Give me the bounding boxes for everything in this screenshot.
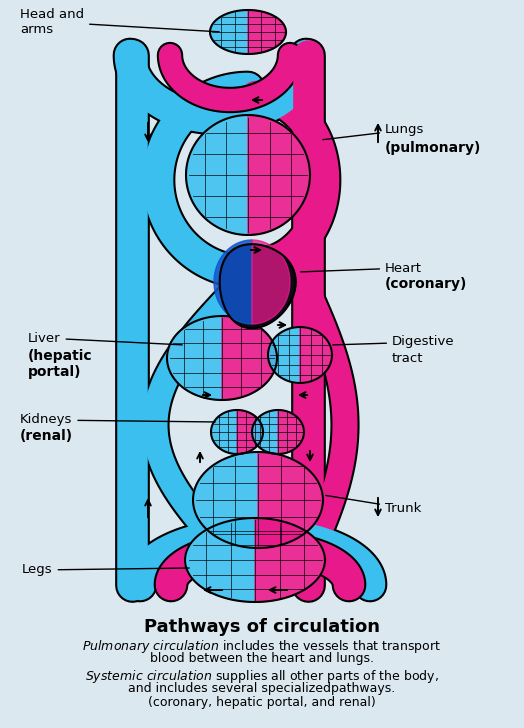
Polygon shape — [214, 240, 252, 324]
Polygon shape — [211, 410, 263, 454]
Polygon shape — [186, 115, 248, 235]
Polygon shape — [258, 452, 323, 548]
Text: Liver: Liver — [28, 331, 182, 345]
Polygon shape — [210, 10, 286, 54]
Text: (pulmonary): (pulmonary) — [385, 141, 482, 155]
Polygon shape — [255, 518, 325, 602]
Polygon shape — [222, 316, 277, 400]
Polygon shape — [248, 10, 286, 54]
Text: $\it{Pulmonary\ circulation}$ includes the vessels that transport: $\it{Pulmonary\ circulation}$ includes t… — [82, 638, 442, 655]
Polygon shape — [210, 10, 248, 54]
Text: (hepatic: (hepatic — [28, 349, 93, 363]
Polygon shape — [268, 327, 300, 383]
Text: blood between the heart and lungs.: blood between the heart and lungs. — [150, 652, 374, 665]
Polygon shape — [211, 410, 237, 454]
Polygon shape — [167, 316, 222, 400]
Polygon shape — [252, 410, 304, 454]
Text: portal): portal) — [28, 365, 82, 379]
Text: Digestive: Digestive — [333, 336, 455, 349]
Polygon shape — [186, 115, 310, 235]
Polygon shape — [252, 410, 278, 454]
Text: (coronary): (coronary) — [385, 277, 467, 291]
Polygon shape — [278, 410, 304, 454]
Text: tract: tract — [392, 352, 423, 365]
Polygon shape — [300, 327, 332, 383]
Polygon shape — [185, 518, 255, 602]
Polygon shape — [268, 327, 332, 383]
Text: Lungs: Lungs — [323, 124, 424, 140]
Text: Heart: Heart — [301, 261, 422, 274]
Text: (coronary, hepatic portal, and renal): (coronary, hepatic portal, and renal) — [148, 696, 376, 709]
Text: Trunk: Trunk — [326, 496, 421, 515]
Polygon shape — [220, 244, 296, 328]
Polygon shape — [193, 452, 323, 548]
Text: (renal): (renal) — [20, 429, 73, 443]
Text: Pathways of circulation: Pathways of circulation — [144, 618, 380, 636]
Polygon shape — [248, 115, 310, 235]
Text: and includes several specializedpathways.: and includes several specializedpathways… — [128, 682, 396, 695]
Text: Kidneys: Kidneys — [20, 414, 215, 427]
Polygon shape — [167, 316, 277, 400]
Text: $\it{Systemic\ circulation}$ supplies all other parts of the body,: $\it{Systemic\ circulation}$ supplies al… — [85, 668, 439, 685]
Polygon shape — [185, 518, 325, 602]
Polygon shape — [193, 452, 258, 548]
Polygon shape — [252, 240, 290, 324]
Text: Legs: Legs — [22, 563, 189, 577]
Text: Head and
arms: Head and arms — [20, 8, 219, 36]
Polygon shape — [237, 410, 263, 454]
